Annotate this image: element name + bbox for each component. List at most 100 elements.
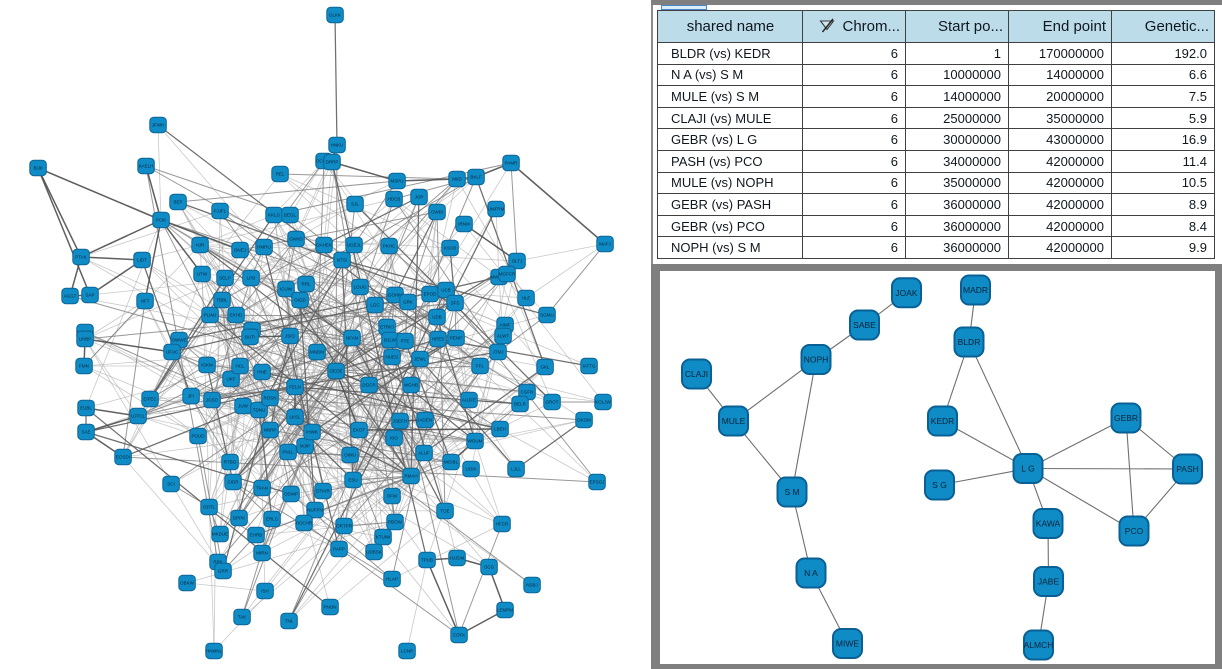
svg-text:UGEJL: UGEJL — [347, 243, 362, 248]
svg-text:PTAK: PTAK — [75, 255, 86, 260]
svg-text:ETRIO: ETRIO — [380, 325, 394, 330]
svg-text:JEWL: JEWL — [414, 357, 426, 362]
svg-text:DNEJ: DNEJ — [234, 248, 246, 253]
svg-text:MGFCR: MGFCR — [499, 272, 516, 277]
svg-text:BIJII: BIJII — [33, 166, 42, 171]
svg-text:SGMU: SGMU — [540, 313, 554, 318]
svg-text:PLIMJ: PLIMJ — [204, 313, 217, 318]
svg-text:SELP: SELP — [219, 276, 231, 281]
svg-text:BLDR: BLDR — [958, 337, 981, 347]
svg-text:UJTCL: UJTCL — [131, 414, 145, 419]
svg-text:PASH: PASH — [1176, 464, 1199, 474]
svg-text:N A: N A — [804, 568, 818, 578]
svg-text:ICUW: ICUW — [280, 287, 293, 292]
svg-text:SCI: SCI — [167, 482, 175, 487]
svg-text:UMFRM: UMFRM — [488, 207, 505, 212]
svg-text:KIO: KIO — [390, 436, 398, 441]
svg-text:UCB: UCB — [441, 288, 451, 293]
svg-text:OIMU: OIMU — [344, 453, 356, 458]
svg-text:ORTPR: ORTPR — [336, 524, 352, 529]
svg-text:NUFPN: NUFPN — [307, 508, 323, 513]
svg-text:RRL: RRL — [301, 282, 310, 287]
svg-text:DTKIR: DTKIR — [316, 489, 330, 494]
svg-text:NNRP: NNRP — [264, 428, 277, 433]
svg-text:MADR: MADR — [963, 285, 988, 295]
svg-text:LEMPM: LEMPM — [497, 608, 513, 613]
svg-text:OKOM: OKOM — [577, 418, 591, 423]
svg-text:SABE: SABE — [853, 320, 876, 330]
svg-text:NFAN: NFAN — [346, 336, 358, 341]
svg-text:HUEG: HUEG — [385, 355, 399, 360]
svg-text:WGHB: WGHB — [404, 383, 418, 388]
svg-text:ODWP: ODWP — [284, 492, 298, 497]
svg-text:SAE: SAE — [81, 430, 90, 435]
svg-text:GRK: GRK — [403, 300, 413, 305]
svg-text:S M: S M — [784, 487, 799, 497]
svg-text:UDBSK: UDBSK — [366, 550, 382, 555]
svg-text:COFK: COFK — [453, 633, 466, 638]
svg-text:NOPH: NOPH — [804, 355, 829, 365]
svg-text:SJL: SJL — [351, 202, 359, 207]
svg-text:GLKK: GLKK — [329, 13, 341, 18]
svg-text:TAK: TAK — [238, 615, 246, 620]
svg-text:EPSGJ: EPSGJ — [590, 480, 605, 485]
svg-text:DRRP: DRRP — [326, 160, 339, 165]
svg-text:HOCHR: HOCHR — [296, 521, 313, 526]
svg-text:HNMNL: HNMNL — [206, 649, 222, 654]
svg-text:JSEFH: JSEFH — [393, 419, 407, 424]
svg-text:IHWK: IHWK — [306, 430, 318, 435]
svg-text:ALUF: ALUF — [418, 451, 430, 456]
svg-text:UDB: UDB — [432, 315, 442, 320]
svg-text:BEP: BEP — [173, 200, 182, 205]
svg-text:HPES: HPES — [432, 337, 444, 342]
svg-text:HMRU: HMRU — [257, 245, 271, 250]
svg-text:ERLC: ERLC — [266, 517, 279, 522]
svg-text:FFL: FFL — [476, 364, 484, 369]
svg-text:JUW: JUW — [238, 404, 248, 409]
svg-text:OPPK: OPPK — [233, 516, 246, 521]
svg-text:TDNU: TDNU — [253, 408, 266, 413]
svg-text:MKDUE: MKDUE — [212, 532, 228, 537]
svg-text:ALMCH: ALMCH — [1024, 640, 1054, 650]
svg-text:LPB: LPB — [247, 276, 256, 281]
svg-text:GROT: GROT — [546, 400, 559, 405]
svg-text:BJLW: BJLW — [384, 338, 396, 343]
svg-text:IGKM: IGKM — [201, 363, 213, 368]
svg-text:NTSI: NTSI — [337, 258, 347, 263]
svg-text:GIGD: GIGD — [294, 298, 306, 303]
svg-text:GNND: GNND — [289, 237, 303, 242]
svg-text:LKSL: LKSL — [289, 415, 301, 420]
svg-text:LCNP: LCNP — [401, 649, 413, 654]
svg-text:JGSO: JGSO — [206, 398, 219, 403]
svg-text:WDIBL: WDIBL — [444, 460, 459, 465]
svg-text:AUJFE: AUJFE — [462, 398, 476, 403]
svg-text:ALWT: ALWT — [497, 334, 509, 339]
svg-text:EKOT: EKOT — [353, 428, 366, 433]
svg-text:UKF: UKF — [227, 377, 236, 382]
svg-text:EKHD: EKHD — [230, 313, 243, 318]
svg-text:IATTG: IATTG — [583, 364, 596, 369]
svg-text:MAFJ: MAFJ — [599, 242, 611, 247]
svg-text:JOP: JOP — [415, 195, 424, 200]
svg-text:FJJFL: FJJFL — [214, 209, 227, 214]
svg-text:BEGL: BEGL — [284, 213, 297, 218]
svg-text:RTBO: RTBO — [224, 460, 237, 465]
svg-text:BUTI: BUTI — [245, 335, 255, 340]
svg-text:PCO: PCO — [1125, 526, 1144, 536]
svg-text:PENP: PENP — [450, 336, 462, 341]
svg-text:AGGT: AGGT — [64, 294, 77, 299]
svg-text:CLAJI: CLAJI — [685, 369, 708, 379]
svg-text:KKLG: KKLG — [268, 213, 281, 218]
svg-text:BELR: BELR — [514, 402, 527, 407]
svg-text:RMAH: RMAH — [404, 474, 417, 479]
svg-text:JABE: JABE — [1038, 577, 1060, 587]
svg-text:EHRB: EHRB — [250, 533, 263, 538]
svg-text:L G: L G — [1021, 464, 1034, 474]
svg-text:LOUG: LOUG — [354, 285, 367, 290]
svg-text:TKAN: TKAN — [256, 486, 268, 491]
svg-text:OWBI: OWBI — [431, 210, 443, 215]
svg-text:MULE: MULE — [722, 416, 746, 426]
svg-text:LJLL: LJLL — [511, 467, 521, 472]
svg-text:HCL: HCL — [235, 364, 244, 369]
svg-text:HNKU: HNKU — [331, 143, 344, 148]
